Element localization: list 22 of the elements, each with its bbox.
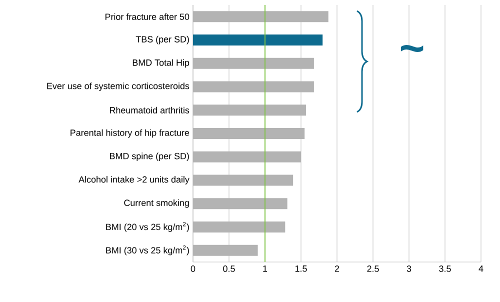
x-tick-label: 3 xyxy=(406,266,412,272)
y-tick-label: Rheumatoid arthritis xyxy=(110,106,190,114)
y-tick-label: Prior fracture after 50 xyxy=(105,13,190,20)
y-tick-label: Alcohol intake >2 units daily xyxy=(78,176,190,184)
x-tick-label: 2 xyxy=(334,266,340,272)
y-tick-label: Current smoking xyxy=(124,199,189,208)
y-tick-label: BMD spine (per SD) xyxy=(110,152,189,162)
x-tick-label: 4 xyxy=(478,266,484,272)
y-tick-label: BMI (20 vs 25 kg/m$^{2}$) xyxy=(106,222,189,232)
y-tick-label: BMI (30 vs 25 kg/m$^{2}$) xyxy=(106,245,189,256)
bar xyxy=(193,34,323,46)
y-tick-label: Parental history of hip fracture xyxy=(70,129,190,138)
y-tick-label: BMD Total Hip xyxy=(132,59,190,68)
y-tick-label: Ever use of systemic corticosteroids xyxy=(47,82,190,91)
x-tick-label: 0 xyxy=(190,266,196,272)
y-tick-label: TBS (per SD) xyxy=(136,36,189,44)
x-tick-label: 1 xyxy=(263,266,268,272)
annotation: ~ xyxy=(400,45,424,52)
x-tick-label: 3.5 xyxy=(439,266,451,272)
x-tick-label: 2.5 xyxy=(367,266,379,272)
x-tick-label: 0.5 xyxy=(223,266,235,272)
x-tick-label: 1.5 xyxy=(295,266,307,272)
